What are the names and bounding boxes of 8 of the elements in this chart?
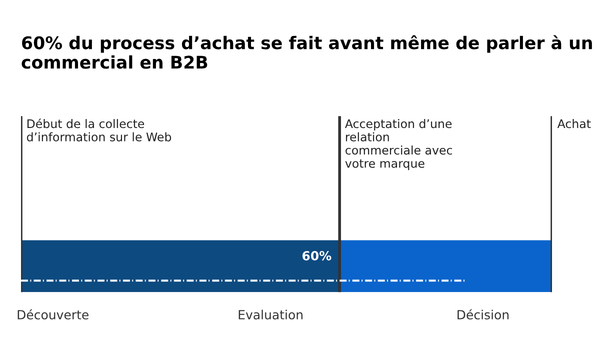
data-label: 60% [302, 251, 332, 260]
text: Décision [458, 309, 509, 320]
chart-title: 60% du process d’achat se fait avant même de parler à un commercial en B2B [22, 35, 592, 69]
ref-line-label: Début de la collecte d’information sur le Web [26, 118, 172, 142]
ref-line-label: Achat [557, 119, 591, 128]
ref-line-label: Acceptation d’une relation commerciale avec votre marque [345, 119, 452, 170]
text: Evaluation [238, 310, 302, 320]
text: Découverte [18, 309, 88, 320]
